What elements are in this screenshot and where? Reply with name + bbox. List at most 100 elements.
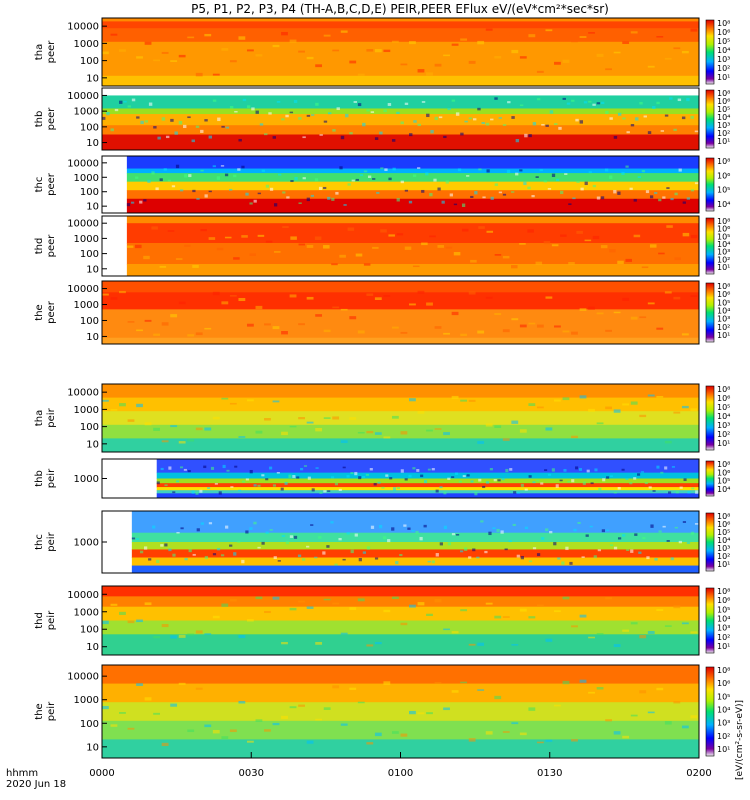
- spectrogram-texture: [144, 319, 152, 322]
- spectrogram-texture: [434, 63, 442, 67]
- colorbar-tick-label: 10²: [717, 732, 730, 741]
- spectrogram-texture: [451, 631, 459, 634]
- spectrogram-texture: [242, 98, 247, 102]
- spectrogram-texture: [102, 293, 109, 296]
- spectrogram-texture: [272, 484, 277, 487]
- spectrogram-texture: [253, 521, 257, 525]
- spectrogram-texture: [237, 541, 241, 543]
- spectrogram-texture: [285, 541, 290, 545]
- spectrogram-texture: [196, 198, 200, 200]
- spectrogram-texture: [234, 465, 238, 468]
- spectrogram-texture: [330, 521, 334, 524]
- spectrogram-texture: [536, 406, 544, 409]
- spectrogram-texture: [412, 467, 416, 470]
- spectrogram-texture: [315, 718, 323, 721]
- spectrogram-texture: [621, 171, 625, 175]
- spectrogram-texture: [372, 178, 376, 180]
- colorbar-tick-label: 10⁴: [717, 706, 730, 715]
- spectrogram-texture: [690, 408, 698, 412]
- spectrogram-texture: [477, 40, 485, 45]
- spectrogram-texture: [605, 406, 613, 410]
- spectrogram-texture: [296, 476, 300, 479]
- spectrogram-texture: [136, 116, 140, 119]
- spectrogram-texture: [584, 239, 592, 242]
- panel-tha-peir: 10000 1000 100 10 tha peir 10⁸10⁶10⁵10⁴10³10²1…: [34, 383, 730, 453]
- panel-label: thd peir: [34, 610, 57, 630]
- spectrogram-texture: [264, 729, 271, 732]
- spectrogram-texture: [484, 550, 488, 554]
- spectrogram-texture: [426, 712, 433, 715]
- spectrogram-texture: [347, 183, 351, 186]
- spectrogram-texture: [354, 471, 358, 476]
- spectrogram-texture: [396, 233, 404, 236]
- spectrogram-texture: [579, 614, 587, 618]
- spectrogram-texture: [453, 203, 458, 206]
- spectrogram-texture: [195, 72, 203, 77]
- spectrogram-texture: [184, 558, 188, 561]
- spectrogram-texture: [119, 712, 126, 714]
- spectrogram-texture: [532, 481, 536, 484]
- spectrogram-texture: [427, 560, 431, 563]
- spectrogram-texture: [588, 171, 592, 174]
- y-tick-label: 1000: [74, 234, 99, 245]
- spectrogram-texture: [357, 330, 365, 334]
- colorbar-tick-label: 10²: [717, 255, 730, 264]
- colorbar-tick-label: 10¹: [717, 331, 730, 340]
- spectrogram-texture: [682, 232, 690, 237]
- spectrogram-texture: [323, 329, 331, 333]
- colorbar-tick-label: 10¹: [717, 560, 730, 569]
- spectrogram-texture: [694, 130, 699, 133]
- spectrogram-texture: [340, 30, 348, 33]
- spectrogram-texture: [649, 244, 657, 248]
- spectrogram-texture: [340, 135, 345, 140]
- spectrogram-texture: [135, 538, 140, 540]
- spectrogram-texture: [326, 545, 330, 548]
- spectrogram-texture: [298, 600, 305, 603]
- spectrogram-texture: [520, 555, 524, 560]
- colorbar-tick-label: 10⁵: [717, 605, 730, 614]
- spectrogram-texture: [400, 121, 404, 125]
- spectrogram-texture: [289, 111, 294, 114]
- spectrogram-texture: [306, 56, 314, 60]
- y-tick-label: 1000: [74, 405, 99, 416]
- spectrogram-texture: [315, 314, 323, 317]
- colorbar-tick-label: 10²: [717, 323, 730, 332]
- spectrogram-texture: [578, 468, 583, 471]
- spectrogram-texture: [238, 36, 246, 40]
- spectrogram-texture: [207, 487, 211, 490]
- spectrogram-texture: [349, 607, 357, 610]
- spectrogram-texture: [350, 471, 354, 475]
- spectrogram-texture: [241, 559, 245, 564]
- y-tick-label: 1000: [74, 695, 99, 706]
- colorbar: [705, 157, 715, 212]
- spectrogram-texture: [686, 541, 691, 544]
- spectrogram-texture: [451, 533, 456, 536]
- spectrogram-texture: [216, 247, 224, 251]
- spectrogram-texture: [502, 255, 510, 259]
- spectrogram-band-3: [102, 720, 699, 740]
- spectrogram-texture: [498, 191, 503, 194]
- spectrogram-texture: [255, 110, 259, 114]
- spectrogram-texture: [453, 252, 461, 256]
- spectrogram-texture: [633, 477, 637, 480]
- spectrogram-texture: [245, 478, 249, 481]
- spectrogram-texture: [345, 113, 349, 118]
- spectrogram-texture: [658, 530, 662, 533]
- spectrogram-texture: [119, 49, 126, 52]
- spectrogram-band-0: [102, 281, 699, 293]
- spectrogram-texture: [293, 535, 298, 539]
- spectrogram-texture: [298, 243, 306, 246]
- spectrogram-texture: [195, 125, 200, 128]
- spectrogram-texture: [687, 491, 691, 494]
- spectrogram-texture: [622, 297, 630, 302]
- spectrogram-texture: [195, 427, 203, 431]
- spectrogram-texture: [576, 230, 583, 234]
- spectrogram-texture: [605, 110, 609, 114]
- spectrogram-band-6: [156, 493, 700, 499]
- spectrogram-texture: [358, 476, 362, 480]
- spectrogram-band-1: [102, 683, 699, 703]
- spectrogram-texture: [229, 295, 237, 297]
- spectrogram-texture: [237, 168, 241, 171]
- spectrogram-texture: [573, 528, 577, 532]
- spectrogram-texture: [261, 474, 265, 477]
